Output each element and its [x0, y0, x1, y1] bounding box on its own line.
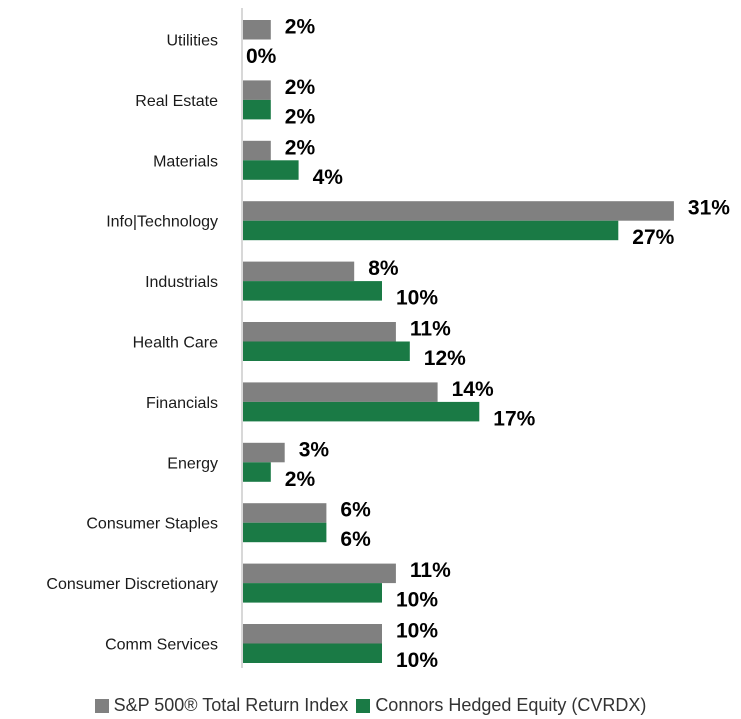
- data-label-cvrdx-consumer-discretionary: 10%: [396, 589, 438, 612]
- bar-cvrdx-consumer-discretionary: [243, 583, 382, 603]
- bar-sp500-financials: [243, 382, 438, 402]
- category-label-comm-services: Comm Services: [105, 637, 218, 654]
- data-label-cvrdx-health-care: 12%: [424, 347, 466, 370]
- category-label-energy: Energy: [167, 455, 218, 472]
- data-label-sp500-financials: 14%: [452, 378, 494, 401]
- bar-sp500-energy: [243, 442, 285, 463]
- chart-legend: S&P 500® Total Return Index Connors Hedg…: [0, 695, 741, 716]
- category-label-utilities: Utilities: [166, 33, 218, 50]
- data-label-sp500-health-care: 11%: [410, 318, 451, 341]
- bar-sp500-utilities: [243, 20, 271, 40]
- bar-sp500-real-estate: [243, 80, 271, 100]
- data-label-sp500-industrials: 8%: [368, 257, 399, 280]
- sector-allocation-chart: Utilities 2% 0% Real Estate 2% 2% Materials 2% 4…: [46, 8, 730, 672]
- bar-sp500-materials: [243, 140, 271, 161]
- bar-cvrdx-info-technology: [243, 220, 619, 241]
- data-label-cvrdx-materials: 4%: [313, 166, 344, 189]
- data-label-sp500-consumer-discretionary: 11%: [410, 559, 451, 582]
- bar-sp500-comm-services: [243, 624, 382, 644]
- category-label-materials: Materials: [153, 153, 218, 170]
- data-label-sp500-info-technology: 31%: [688, 197, 730, 220]
- category-label-health-care: Health Care: [133, 335, 218, 352]
- category-label-consumer-discretionary: Consumer Discretionary: [46, 576, 218, 593]
- data-label-sp500-energy: 3%: [299, 438, 330, 461]
- legend-swatch-sp500: [94, 698, 109, 713]
- bar-cvrdx-comm-services: [243, 643, 382, 663]
- data-label-cvrdx-consumer-staples: 6%: [340, 528, 371, 551]
- bar-cvrdx-industrials: [243, 281, 382, 301]
- category-label-industrials: Industrials: [145, 274, 218, 291]
- bar-sp500-health-care: [243, 322, 396, 342]
- data-label-cvrdx-comm-services: 10%: [396, 649, 438, 672]
- legend-item-sp500: S&P 500® Total Return Index: [94, 695, 349, 716]
- data-label-sp500-real-estate: 2%: [285, 76, 316, 99]
- legend-item-cvrdx: Connors Hedged Equity (CVRDX): [356, 695, 646, 716]
- bar-cvrdx-real-estate: [243, 99, 271, 120]
- bar-sp500-consumer-staples: [243, 503, 327, 523]
- data-label-cvrdx-financials: 17%: [493, 407, 535, 430]
- data-label-sp500-materials: 2%: [285, 136, 316, 159]
- category-label-financials: Financials: [146, 395, 218, 412]
- category-label-consumer-staples: Consumer Staples: [86, 516, 218, 533]
- data-label-sp500-comm-services: 10%: [396, 620, 438, 643]
- bar-cvrdx-financials: [243, 401, 480, 422]
- legend-label-sp500: S&P 500® Total Return Index: [113, 695, 349, 715]
- category-label-info-technology: Info|Technology: [106, 214, 218, 231]
- bar-sp500-consumer-discretionary: [243, 563, 396, 584]
- data-label-cvrdx-energy: 2%: [285, 468, 316, 491]
- bar-cvrdx-materials: [243, 160, 299, 180]
- category-label-real-estate: Real Estate: [135, 93, 218, 110]
- data-label-cvrdx-industrials: 10%: [396, 287, 438, 310]
- legend-label-cvrdx: Connors Hedged Equity (CVRDX): [375, 695, 647, 715]
- bar-cvrdx-health-care: [243, 341, 410, 361]
- data-label-cvrdx-real-estate: 2%: [285, 105, 316, 128]
- bar-sp500-info-technology: [243, 201, 674, 221]
- bar-cvrdx-energy: [243, 462, 271, 482]
- data-label-sp500-utilities: 2%: [285, 16, 316, 39]
- data-label-sp500-consumer-staples: 6%: [340, 499, 371, 522]
- legend-swatch-cvrdx: [356, 698, 371, 713]
- bar-cvrdx-consumer-staples: [243, 522, 327, 543]
- bar-sp500-industrials: [243, 261, 355, 282]
- data-label-cvrdx-utilities: 0%: [246, 45, 277, 68]
- data-label-cvrdx-info-technology: 27%: [632, 226, 674, 249]
